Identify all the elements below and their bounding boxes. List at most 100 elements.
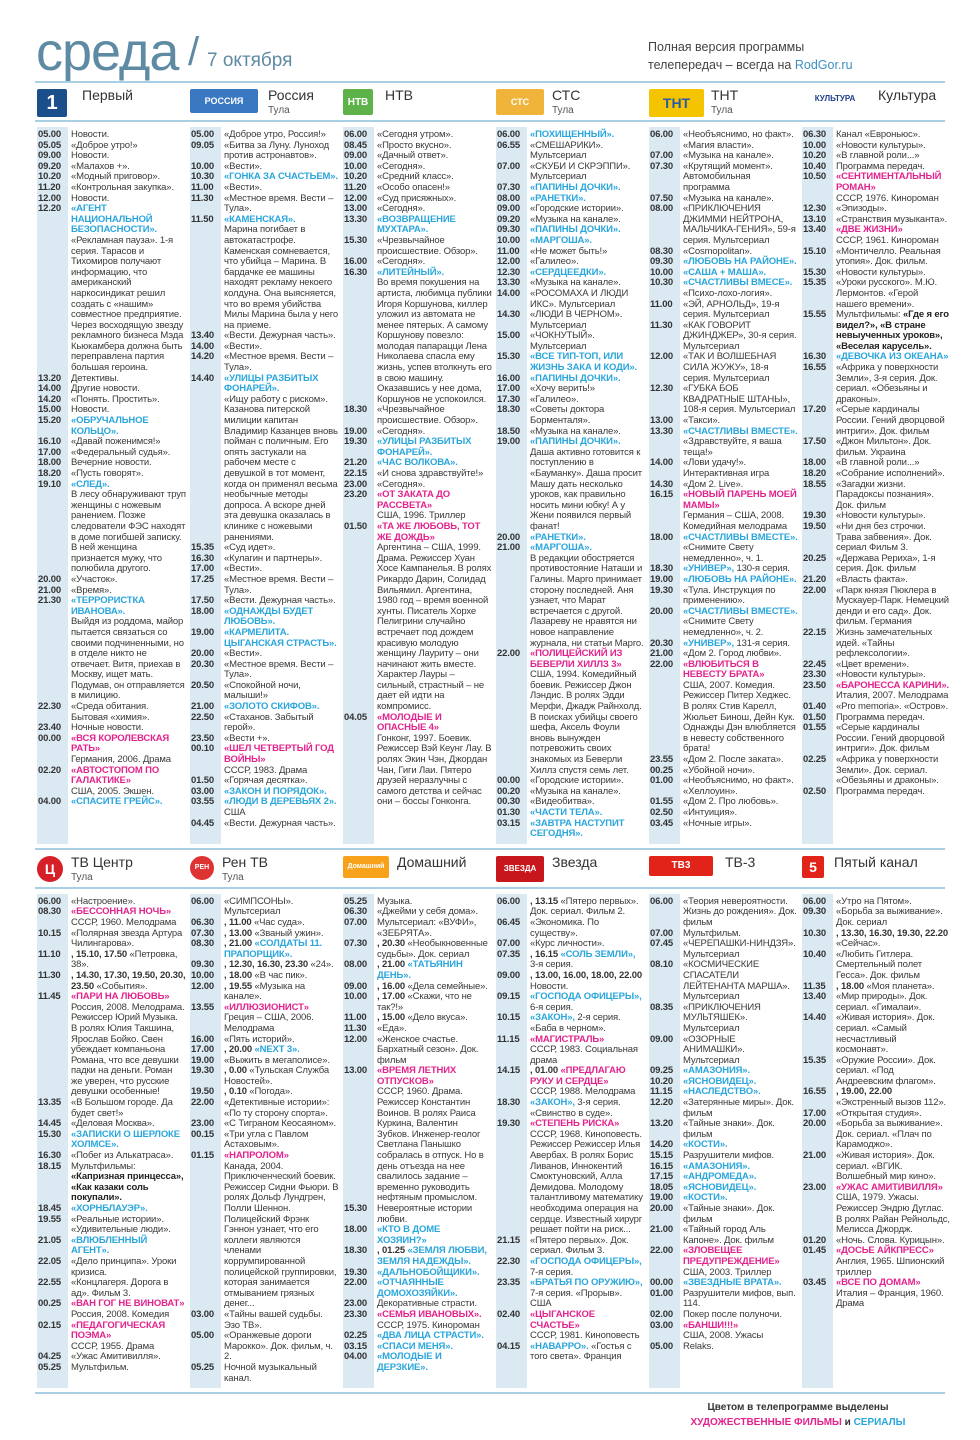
program-item[interactable]: 15.00 «ЧОКНУТЫЙ». Мультсериал [496, 330, 646, 352]
program-item[interactable]: 14.20 «КОСТИ». [649, 1140, 799, 1151]
program-item[interactable]: 09.30 «ПАПИНЫ ДОЧКИ». [496, 225, 646, 236]
program-item[interactable]: 18.00 Вечерние новости. [37, 458, 187, 469]
program-item[interactable]: 11.30 «Местное время. Вести – Тула». [190, 193, 340, 215]
program-item[interactable]: 16.00 «ПАПИНЫ ДОЧКИ». [496, 373, 646, 385]
program-item[interactable]: 18.30 «УНИВЕР», 130-я серия. [649, 564, 799, 575]
program-item[interactable]: 17.25 «Местное время. Вести – Тула». [190, 574, 340, 596]
program-item[interactable]: 19.30 «Тула. Инструкция по применению». [649, 585, 799, 607]
program-item[interactable]: 01.50 «Горячая десятка». [190, 775, 340, 787]
program-item[interactable]: 10.20 «В главной роли...» [802, 150, 952, 162]
program-item[interactable]: 22.00 «ПОЛИЦЕЙСКИЙ ИЗ БЕВЕРЛИ ХИЛЛЗ 3» США… [496, 648, 646, 776]
program-item[interactable]: 05.25 Ночной музыкальный канал. [190, 1362, 340, 1384]
program-item[interactable]: 10.15 «Полярная звезда Артура Чилингарова… [37, 928, 187, 950]
program-item[interactable]: 10.00 «Сегодня». [343, 161, 493, 173]
program-item[interactable]: 15.35 «Суд идет». [190, 542, 340, 554]
program-item[interactable]: 19.00 «Выжить в мегаполисе». [190, 1055, 340, 1067]
program-item[interactable]: 06.00 «Сегодня утром». [343, 129, 493, 141]
program-item[interactable]: 14.00 «РОСОМАХА И ЛЮДИ ИКС». Мультсериал [496, 288, 646, 310]
channel-header[interactable]: КУЛЬТУРА Культура [802, 88, 952, 118]
program-item[interactable]: 19.30 «СТЕПЕНЬ РИСКА» СССР, 1968. Кинопове… [496, 1118, 646, 1236]
channel-header[interactable]: РОССИЯ Россия Тула [190, 88, 340, 118]
program-item[interactable]: 10.40 Программа передач. [802, 161, 952, 173]
program-item[interactable]: 15.30 «ВСЕ ТИП-ТОП, ИЛИ ЖИЗНЬ ЗАКА И КОДИ… [496, 352, 646, 373]
program-item[interactable]: 07.00 «Курс личности». [496, 938, 646, 950]
program-item[interactable]: 06.30 Канал «Евроньюс». [802, 129, 952, 141]
program-item[interactable]: 11.15 «МАГИСТРАЛЬ» СССР, 1983. Социальная … [496, 1034, 646, 1067]
program-item[interactable]: 13.30 «СЧАСТЛИВЫ ВМЕСТЕ». «Здравствуйте, я… [649, 426, 799, 459]
program-item[interactable]: 08.30 «БЕССОННАЯ НОЧЬ» СССР, 1960. Мелодра… [37, 907, 187, 928]
program-item[interactable]: 11.00 «Вести». [190, 182, 340, 194]
program-item[interactable]: 02.15 «ПЕДАГОГИЧЕСКАЯ ПОЭМА» СССР, 1955. Д… [37, 1320, 187, 1353]
program-item[interactable]: 07.35 , 16.15 «СОЛЬ ЗЕМЛИ», 3-я серия. [496, 949, 646, 971]
program-item[interactable]: 10.00 «Вести». [190, 161, 340, 173]
program-item[interactable]: 09.20 «Музыка на канале». [496, 214, 646, 226]
program-item[interactable]: 10.00 «Новости культуры». [802, 140, 952, 152]
program-item[interactable]: 22.00 «Парк князя Пюклера в Мускауер-Парк… [802, 585, 952, 628]
program-item[interactable]: 09.00 «Городские истории». [496, 203, 646, 215]
program-item[interactable]: 16.55 , 19.00, 22.00 «Экстренный вызов 11… [802, 1087, 952, 1108]
program-item[interactable]: 00.25 «Убойной ночи». [649, 765, 799, 777]
program-item[interactable]: 03.45 «ВСЕ ПО ДОМАМ» Италия – Франция, 196… [802, 1277, 952, 1310]
program-item[interactable]: 20.00 «Участок». [37, 574, 187, 586]
program-item[interactable]: 21.00 «Живая история». Док. сериал. «ВГИК… [802, 1150, 952, 1183]
program-item[interactable]: 17.20 «Серые кардиналы России. Гений двор… [802, 405, 952, 437]
program-item[interactable]: 16.15 «АМАЗОНИЯ». [649, 1161, 799, 1173]
program-item[interactable]: 09.30 , 12.30, 16.30, 23.30 «24». [190, 960, 340, 971]
program-item[interactable]: 06.00 , 13.15 «Пятеро первых». Док. сериа… [496, 896, 646, 918]
program-item[interactable]: 09.00 , 16.00 «Дела семейные». [343, 981, 493, 993]
program-item[interactable]: 07.30 «Крутящий момент». Автомобильная пр… [649, 161, 799, 194]
program-item[interactable]: 19.00 «КАРМЕЛИТА. ЦЫГАНСКАЯ СТРАСТЬ». [190, 627, 340, 649]
program-item[interactable]: 06.55 «СМЕШАРИКИ». Мультсериал [496, 140, 646, 162]
program-item[interactable]: 17.00 «Федеральный судья». [37, 447, 187, 459]
program-item[interactable]: 11.35 , 18.00 «Моя планета». [802, 981, 952, 993]
program-item[interactable]: 23.30 «СЕМЬЯ ИВАНОВЫХ». СССР, 1975. Киноро… [343, 1309, 493, 1331]
program-item[interactable]: 14.15 , 01.00 «ПРЕДЛАГАЮ РУКУ И СЕРДЦЕ» СС… [496, 1065, 646, 1098]
program-item[interactable]: 11.15 «НАСЛЕДСТВО». [649, 1087, 799, 1098]
program-item[interactable]: 14.00 «Вести». [190, 341, 340, 353]
program-item[interactable]: 19.30 , 0.00 «Тульская Служба Новостей». [190, 1065, 340, 1087]
program-item[interactable]: 00.30 «Видеобитва». [496, 797, 646, 808]
program-item[interactable]: 19.55 «Реальные истории». «Удивительные л… [37, 1214, 187, 1236]
program-item[interactable]: 06.30 «Джейми у себя дома». [343, 907, 493, 918]
program-item[interactable]: 16.55 «Африка у поверхности Земли», 3-я с… [802, 362, 952, 405]
program-item[interactable]: 17.30 «Галилео». [496, 394, 646, 406]
program-item[interactable]: 00.00 «ВСЯ КОРОЛЕВСКАЯ РАТЬ» Германия, 200… [37, 733, 187, 766]
program-item[interactable]: 13.30 «Музыка на канале». [496, 278, 646, 289]
program-item[interactable]: 23.30 «Новости культуры». [802, 669, 952, 681]
program-item[interactable]: 18.30 «Советы доктора Борменталя». [496, 405, 646, 426]
program-item[interactable]: 22.15 Жизнь замечательных идей. «Тайны ре… [802, 627, 952, 660]
program-item[interactable]: 04.45 «Вести. Дежурная часть». [190, 818, 340, 830]
program-item[interactable]: 08.00 «РАНЕТКИ». [496, 193, 646, 205]
program-item[interactable]: 20.50 «Спокойной ночи, малыши!» [190, 680, 340, 702]
program-item[interactable]: 16.30 «Кулагин и партнеры». [190, 553, 340, 565]
program-item[interactable]: 19.00 «Сегодня». [343, 426, 493, 438]
program-item[interactable]: 14.00 «Лови удачу!». Интерактивная игра [649, 458, 799, 479]
program-item[interactable]: 10.30 «ГОНКА ЗА СЧАСТЬЕМ». [190, 172, 340, 183]
program-item[interactable]: 16.00 «Сегодня». [343, 256, 493, 268]
program-item[interactable]: 03.15 «ЗАВТРА НАСТУПИТ СЕГОДНЯ». [496, 818, 646, 840]
program-item[interactable]: 11.00 «Не может быть!» [496, 246, 646, 258]
program-item[interactable]: 15.35 «Оружие России». Док. сериал. «Под … [802, 1055, 952, 1088]
channel-header[interactable]: 5 Пятый канал [802, 854, 952, 885]
program-item[interactable]: 15.20 «ОБРУЧАЛЬНОЕ КОЛЬЦО». [37, 415, 187, 437]
program-item[interactable]: 14.40 «УЛИЦЫ РАЗБИТЫХ ФОНАРЕЙ». «Ищу работ… [190, 373, 340, 544]
program-item[interactable]: 21.00 «Тайный город Аль Капоне». Док. фил… [649, 1224, 799, 1246]
program-item[interactable]: 03.15 «СПАСИ МЕНЯ». [343, 1341, 493, 1353]
program-item[interactable]: 18.50 «Музыка на канале». [496, 426, 646, 438]
program-item[interactable]: 11.00 «ЭЙ, АРНОЛЬД», 19-я серия. Мультсер… [649, 299, 799, 321]
program-item[interactable]: 05.00 «Оранжевые дороги Марокко». Док. фи… [190, 1330, 340, 1363]
program-item[interactable]: 06.00 «СИМПСОНЫ». Мультсериал [190, 896, 340, 918]
program-item[interactable]: 12.20 «АГЕНТ НАЦИОНАЛЬНОЙ БЕЗОПАСНОСТИ». «… [37, 203, 187, 374]
program-item[interactable]: 23.00 Декоративные страсти. [343, 1299, 493, 1310]
program-item[interactable]: 05.00 Relaks. [649, 1341, 799, 1353]
program-item[interactable]: 18.20 «Собрание исполнений». [802, 468, 952, 480]
program-item[interactable]: 21.00 «Дом 2. Город любви». [649, 648, 799, 660]
program-item[interactable]: 20.00 «Борьба за выживание». Док. сериал.… [802, 1118, 952, 1151]
program-item[interactable]: 14.20 «Местное время. Вести – Тула». [190, 352, 340, 373]
program-item[interactable]: 18.30 , 01.25 «ЗЕМЛЯ ЛЮБВИ, ЗЕМЛЯ НАДЕЖДЫ… [343, 1246, 493, 1267]
program-item[interactable]: 04.00 «МОЛОДЫЕ И ДЕРЗКИЕ». [343, 1352, 493, 1373]
program-item[interactable]: 11.00 , 15.00 «Дело вкуса». [343, 1013, 493, 1024]
program-item[interactable]: 20.00 «Вести». [190, 648, 340, 660]
program-item[interactable]: 09.20 «Малахов +». [37, 161, 187, 173]
program-item[interactable]: 23.50 «БАРОНЕССА КАРИНИ». Италия, 2007. Ме… [802, 680, 952, 702]
